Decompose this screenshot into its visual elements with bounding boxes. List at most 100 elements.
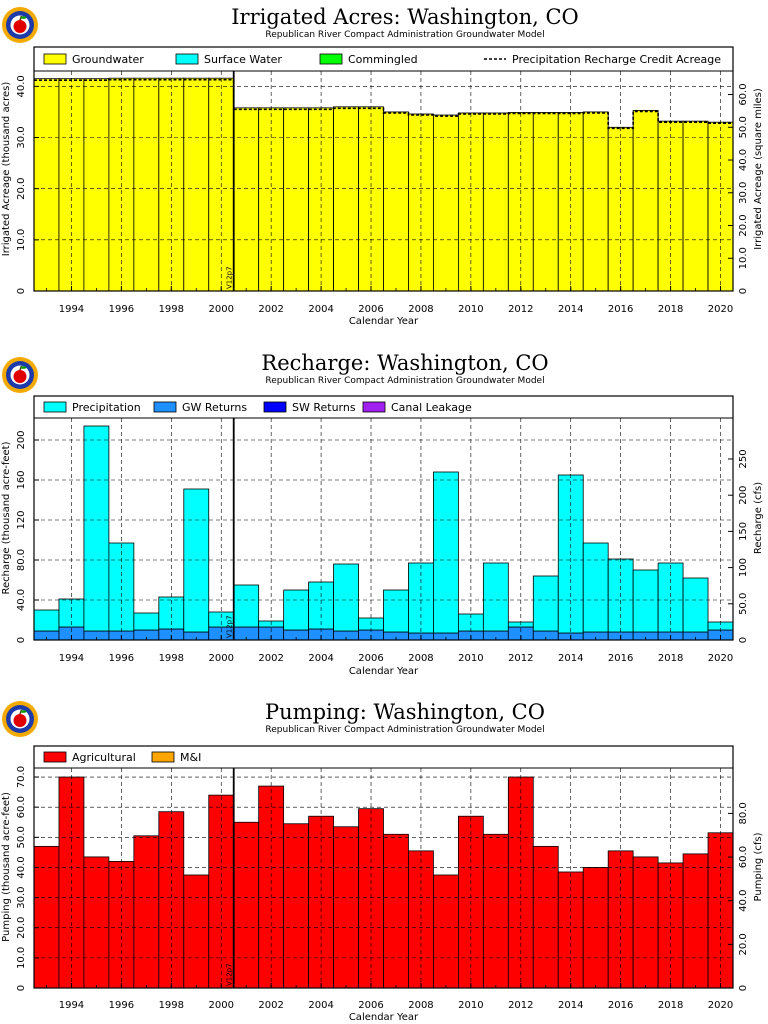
version-marker: V12p7 [226,418,235,640]
bar-precipitation [682,577,709,633]
apple-logo [2,701,38,737]
bar-precipitation [532,575,559,632]
y-tick-label: 30.0 [16,126,27,148]
bar-agricultural [682,853,709,989]
x-tick-label: 2014 [558,304,583,315]
chart-title: Recharge: Washington, CO [261,351,548,375]
bar-precipitation [433,471,459,634]
recharge-panel: Recharge: Washington, CO Republican Rive… [0,341,768,682]
y-tick-label: 10.0 [16,229,27,251]
apple-logo [2,357,38,393]
chart-title: Pumping: Washington, CO [265,700,545,724]
legend-label: GW Returns [182,401,247,414]
x-tick-label: 2018 [658,653,683,664]
bar-groundwater [557,112,584,292]
bar-groundwater [482,112,509,292]
irrigated-acres-chart: Irrigated Acres: Washington, CO Republic… [1,5,764,327]
bar-groundwater [582,111,609,292]
x-tick-label: 2012 [508,653,533,664]
y-axis-label: Irrigated Acreage (thousand acres) [1,82,12,257]
x-tick-label: 2020 [708,653,733,664]
grid-lines [34,768,733,988]
x-tick-label: 2008 [408,304,433,315]
bar-agricultural [383,833,409,989]
y-tick-label: 80.0 [16,549,27,571]
x-tick-label: 2004 [308,304,333,315]
axes: 1994 1996 1998 2000 2002 2004 2006 2008 2010 2012… [16,417,749,664]
irrigated-acres-panel: Irrigated Acres: Washington, CO Republic… [0,0,768,341]
bar-agricultural [33,845,60,989]
y2-axis-label: Recharge (cfs) [753,482,764,554]
y-tick-label: 20.0 [16,178,27,200]
x-axis-label: Calendar Year [349,316,419,327]
y2-tick-label: 60.0 [738,846,749,868]
version-marker: V12p7 [226,768,235,988]
legend-label: M&I [180,751,201,764]
x-tick-label: 2010 [458,653,483,664]
pumping-panel: Pumping: Washington, CO Republican River… [0,682,768,1023]
legend-label: Surface Water [204,53,282,66]
bar-groundwater [632,109,659,292]
y2-tick-label: 80.0 [738,802,749,824]
bar-precipitation [133,612,160,631]
y2-tick-label: 0 [738,637,749,643]
y-tick-label: 30.0 [16,886,27,908]
legend-label: Agricultural [72,751,136,764]
bar-groundwater [133,77,160,292]
legend-swatch [43,401,67,413]
bar-precipitation [383,589,409,633]
grid-lines [34,418,733,640]
bar-agricultural [233,821,260,989]
bar-group [33,425,734,641]
x-tick-label: 1998 [159,304,184,315]
bar-groundwater [507,112,534,292]
bar-groundwater [457,112,484,292]
recharge-chart: Recharge: Washington, CO Republican Rive… [1,351,764,677]
y2-tick-label: 150 [738,522,749,541]
y2-tick-label: 40.0 [738,149,749,171]
x-tick-label: 2018 [658,304,683,315]
marker-label: V12p7 [226,963,234,986]
bar-groundwater [83,78,110,292]
legend-swatch [319,53,343,65]
y2-tick-label: 60.0 [738,83,749,105]
y-tick-label: 50.0 [16,826,27,848]
y2-tick-label: 0 [738,985,749,991]
x-tick-label: 1994 [59,1000,84,1011]
pumping-chart: Pumping: Washington, CO Republican River… [1,700,764,1023]
y-tick-label: 120 [16,510,27,529]
series-line-precipitation-recharge-credit-acreage [34,78,733,130]
y2-tick-label: 20.0 [738,214,749,236]
axes: 1994 1996 1998 2000 2002 2004 2006 2008 2010 2012… [16,70,749,315]
x-tick-label: 1996 [109,304,134,315]
bar-groundwater [233,107,260,292]
bar-precipitation [233,584,260,628]
bar-groundwater [33,78,60,292]
x-axis-label: Calendar Year [349,1012,419,1023]
bar-groundwater [682,120,709,292]
bar-precipitation [333,563,359,632]
x-tick-label: 2014 [558,653,583,664]
y2-axis-label: Irrigated Acreage (square miles) [753,88,764,250]
bar-groundwater [333,106,359,292]
x-tick-label: 2006 [358,653,383,664]
chart-title: Irrigated Acres: Washington, CO [231,5,578,29]
x-tick-label: 2006 [358,1000,383,1011]
x-tick-label: 2016 [608,653,633,664]
x-tick-label: 1998 [159,653,184,664]
legend-swatch [43,751,67,763]
y-axis-label: Pumping (thousand acre-feet) [1,792,12,942]
x-tick-label: 2012 [508,304,533,315]
y-tick-label: 0 [16,985,27,991]
bar-agricultural [183,874,210,989]
x-tick-label: 2012 [508,1000,533,1011]
x-tick-label: 1998 [159,1000,184,1011]
x-tick-label: 1994 [59,304,84,315]
legend-label: Canal Leakage [391,401,472,414]
x-tick-label: 2020 [708,304,733,315]
x-tick-label: 2018 [658,1000,683,1011]
y-tick-label: 0 [16,637,27,643]
legend-label: SW Returns [292,401,356,414]
x-axis-label: Calendar Year [349,666,419,677]
axes: 1994 1996 1998 2000 2002 2004 2006 2008 2010 2012… [16,766,749,1011]
